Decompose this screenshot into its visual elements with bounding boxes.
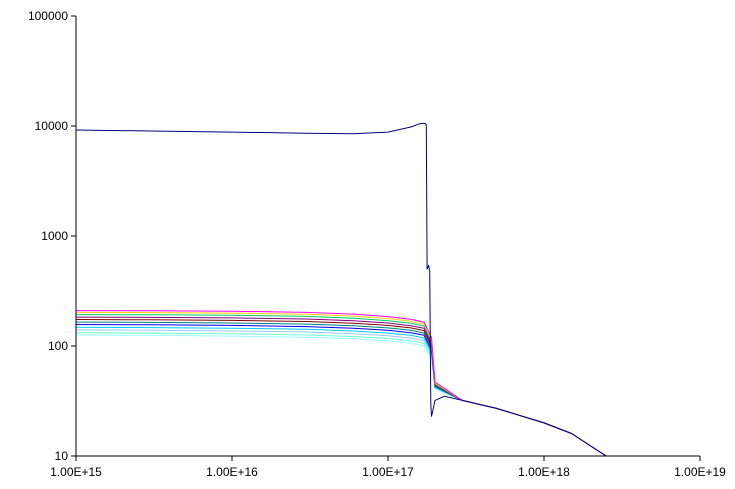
ticks-layer: 10 100 1000 10000 100000 1.00E+15 1.00E+16 1.00… [28,9,726,479]
series-line-7 [75,321,607,457]
y-tick-label: 1000 [41,229,68,243]
series-line-9 [75,326,607,457]
x-tick-label: 1.00E+19 [674,465,726,479]
series-line-5 [75,316,607,457]
y-tick-label: 10000 [35,119,69,133]
series-line-12 [75,334,607,457]
y-tick-label: 10 [55,449,69,463]
y-tick-label: 100000 [28,9,68,23]
series-line-8 [75,324,607,457]
axes-layer [75,16,700,457]
x-tick-label: 1.00E+18 [518,465,570,479]
x-tick-label: 1.00E+16 [206,465,258,479]
series-line-10 [75,329,607,457]
series-line-6 [75,319,607,457]
x-tick-label: 1.00E+15 [50,465,102,479]
series-layer [75,122,607,457]
series-line-11 [75,332,607,457]
y-tick-label: 100 [48,339,68,353]
series-line-3 [75,311,607,457]
series-line-2 [75,310,607,457]
x-tick-label: 1.00E+17 [362,465,414,479]
series-line-1 [75,122,607,457]
